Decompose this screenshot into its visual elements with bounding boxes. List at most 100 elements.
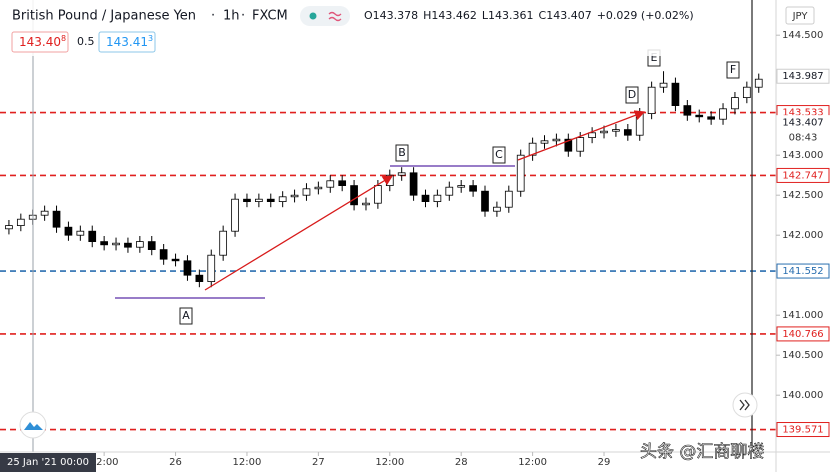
x-tick-label: 12:00	[375, 457, 404, 468]
price-label-box	[776, 115, 830, 131]
candle-body	[338, 180, 347, 187]
candle-body	[326, 180, 335, 188]
candle-body	[100, 241, 108, 246]
annotation-label: D	[628, 88, 636, 101]
bid-price: 143.408	[19, 34, 66, 49]
candle-body	[278, 196, 287, 203]
y-tick-label: 141.000	[782, 310, 823, 321]
plot-area	[0, 71, 776, 431]
ohlc-values: O143.378 H143.462 L143.361 C143.407 +0.029 (…	[364, 9, 694, 22]
candle-body	[540, 140, 549, 144]
candle-body	[374, 185, 382, 204]
annotation-box	[395, 144, 409, 162]
candle-body	[397, 172, 406, 176]
countdown: 08:43	[789, 133, 818, 144]
buy-box[interactable]	[98, 31, 156, 53]
annotation-box	[726, 61, 740, 79]
separator: ·	[211, 9, 215, 24]
candle-body	[195, 274, 204, 283]
ohlc-value: O143.378	[364, 9, 418, 22]
price-label: 141.552	[782, 266, 823, 277]
candle-body	[612, 129, 620, 132]
candle-body	[695, 114, 704, 118]
candle-body	[707, 116, 715, 120]
candle-body	[183, 260, 192, 276]
price-label: 139.571	[782, 425, 823, 436]
price-label: 143.987	[782, 71, 823, 82]
annotation-label: C	[495, 148, 503, 161]
candle-body	[564, 138, 573, 152]
annotation-box	[625, 86, 639, 104]
candle-body	[135, 241, 144, 248]
y-tick-label: 144.500	[782, 30, 823, 41]
candle-body	[302, 188, 311, 196]
candle-body	[433, 194, 442, 202]
sell-box[interactable]	[11, 31, 69, 53]
y-tick-label: 142.000	[782, 230, 823, 241]
ohlc-value: C143.407	[539, 9, 592, 22]
candle-body	[516, 154, 525, 192]
scroll-button[interactable]	[732, 392, 758, 418]
bid-sup: 8	[61, 34, 66, 43]
candle-body	[552, 138, 561, 142]
candle-body	[742, 86, 751, 98]
price-label-box	[776, 263, 830, 279]
watermark: 头条 @汇商聊楼	[640, 442, 764, 462]
candle-body	[76, 230, 85, 236]
x-tick-label: 27	[312, 457, 325, 468]
price-label: 140.766	[782, 329, 823, 340]
candle-body	[588, 132, 596, 139]
candle-body	[457, 185, 466, 188]
annotation-label: B	[398, 146, 406, 159]
ask-main: 143.41	[106, 35, 148, 49]
currency-box[interactable]	[785, 6, 815, 25]
price-label: 142.747	[782, 170, 823, 181]
price-label-box	[776, 326, 830, 342]
annotations: A B C D E F	[179, 49, 740, 325]
candle-body	[147, 241, 156, 251]
candle-body	[362, 202, 370, 206]
y-tick-label: 140.000	[782, 390, 823, 401]
annotation-box	[492, 146, 506, 164]
crosshair-time-box	[0, 453, 96, 472]
x-tick-label: 29	[598, 457, 611, 468]
symbol: British Pound / Japanese Yen	[12, 9, 196, 24]
candle-body	[469, 185, 477, 192]
candle-body	[64, 226, 73, 236]
price-label: 143.533	[782, 108, 823, 119]
status-dot	[309, 12, 317, 20]
price-label: 143.407	[782, 118, 823, 129]
candle-body	[481, 190, 489, 212]
scroll-icon	[739, 399, 750, 411]
y-tick-label: 142.500	[782, 190, 823, 201]
candle-body	[255, 198, 263, 202]
ask-sup: 3	[148, 34, 153, 43]
candle-body	[576, 137, 585, 152]
ohlc-value: L143.361	[482, 9, 534, 22]
candle-body	[52, 210, 61, 228]
candle-body	[243, 198, 251, 202]
trend-arrow	[517, 110, 646, 161]
candle-body	[754, 78, 763, 88]
price-label-box	[776, 422, 830, 438]
crosshair-time: 25 Jan '21 00:00	[7, 457, 89, 468]
x-tick-label: 12:00	[233, 457, 262, 468]
separator: ·	[241, 9, 245, 24]
axes: 140.000 140.500 141.000 142.000 142.500 143.0…	[90, 30, 830, 468]
status-pill[interactable]	[300, 6, 350, 26]
ohlc-value: H143.462	[423, 9, 477, 22]
candle-body	[647, 86, 656, 114]
candle-body	[40, 210, 49, 216]
data-icon	[328, 11, 342, 22]
candle-body	[635, 113, 644, 136]
annotation-label: F	[730, 63, 736, 76]
spread: 0.5	[77, 35, 95, 48]
logo[interactable]	[19, 411, 47, 439]
candle-body	[266, 198, 275, 202]
price-label-box	[776, 68, 830, 84]
candle-body	[88, 230, 97, 242]
annotation-label: A	[182, 309, 190, 322]
source: FXCM	[252, 9, 288, 24]
candle-body	[314, 186, 323, 190]
